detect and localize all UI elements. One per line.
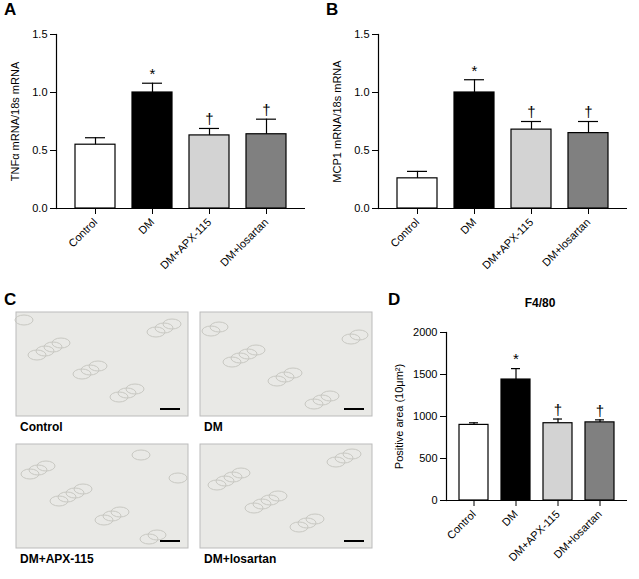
svg-text:†: † <box>527 103 535 120</box>
svg-text:Control: Control <box>20 420 63 434</box>
svg-text:DM+losartan: DM+losartan <box>540 216 593 269</box>
svg-text:TNFα mRNA/18s mRNA: TNFα mRNA/18s mRNA <box>9 61 21 181</box>
svg-text:DM+losartan: DM+losartan <box>218 216 271 269</box>
svg-text:*: * <box>472 62 478 79</box>
svg-text:1500: 1500 <box>413 368 437 380</box>
svg-text:DM: DM <box>458 216 479 237</box>
svg-text:DM: DM <box>204 420 223 434</box>
svg-text:DM+APX-115: DM+APX-115 <box>480 216 536 272</box>
svg-text:DM+losartan: DM+losartan <box>551 508 604 561</box>
html-text:D: D <box>388 290 401 309</box>
svg-text:0.0: 0.0 <box>32 202 47 214</box>
svg-text:†: † <box>554 401 562 418</box>
svg-text:2000: 2000 <box>413 326 437 338</box>
svg-text:†: † <box>205 110 213 127</box>
svg-text:0.0: 0.0 <box>354 202 369 214</box>
svg-text:1.5: 1.5 <box>354 28 369 40</box>
svg-text:500: 500 <box>419 452 437 464</box>
svg-text:Control: Control <box>388 216 422 250</box>
svg-text:1.0: 1.0 <box>32 86 47 98</box>
svg-text:Control: Control <box>444 508 478 542</box>
svg-text:Control: Control <box>66 216 100 250</box>
svg-text:DM+APX-115: DM+APX-115 <box>506 507 562 564</box>
svg-text:DM: DM <box>499 508 520 529</box>
svg-text:†: † <box>262 101 270 118</box>
svg-text:DM: DM <box>136 216 157 237</box>
svg-text:†: † <box>596 402 604 419</box>
svg-text:1.5: 1.5 <box>32 28 47 40</box>
svg-text:DM+losartan: DM+losartan <box>204 552 276 566</box>
svg-text:1.0: 1.0 <box>354 86 369 98</box>
svg-text:*: * <box>513 350 519 367</box>
svg-text:0.5: 0.5 <box>354 144 369 156</box>
html-text:A: A <box>4 0 17 19</box>
svg-text:0.5: 0.5 <box>32 144 47 156</box>
svg-text:DM+APX-115: DM+APX-115 <box>20 552 94 566</box>
svg-text:†: † <box>584 103 592 120</box>
svg-text:1000: 1000 <box>413 410 437 422</box>
svg-text:DM+APX-115: DM+APX-115 <box>158 216 214 272</box>
svg-text:Positive area (10μm²): Positive area (10μm²) <box>393 364 405 469</box>
svg-text:0: 0 <box>431 494 437 506</box>
html-text:C: C <box>4 290 17 309</box>
html-text:B: B <box>326 0 339 19</box>
html-text:F4/80: F4/80 <box>524 296 556 310</box>
svg-text:MCP1 mRNA/18s mRNA: MCP1 mRNA/18s mRNA <box>331 60 343 183</box>
svg-text:*: * <box>150 65 156 82</box>
